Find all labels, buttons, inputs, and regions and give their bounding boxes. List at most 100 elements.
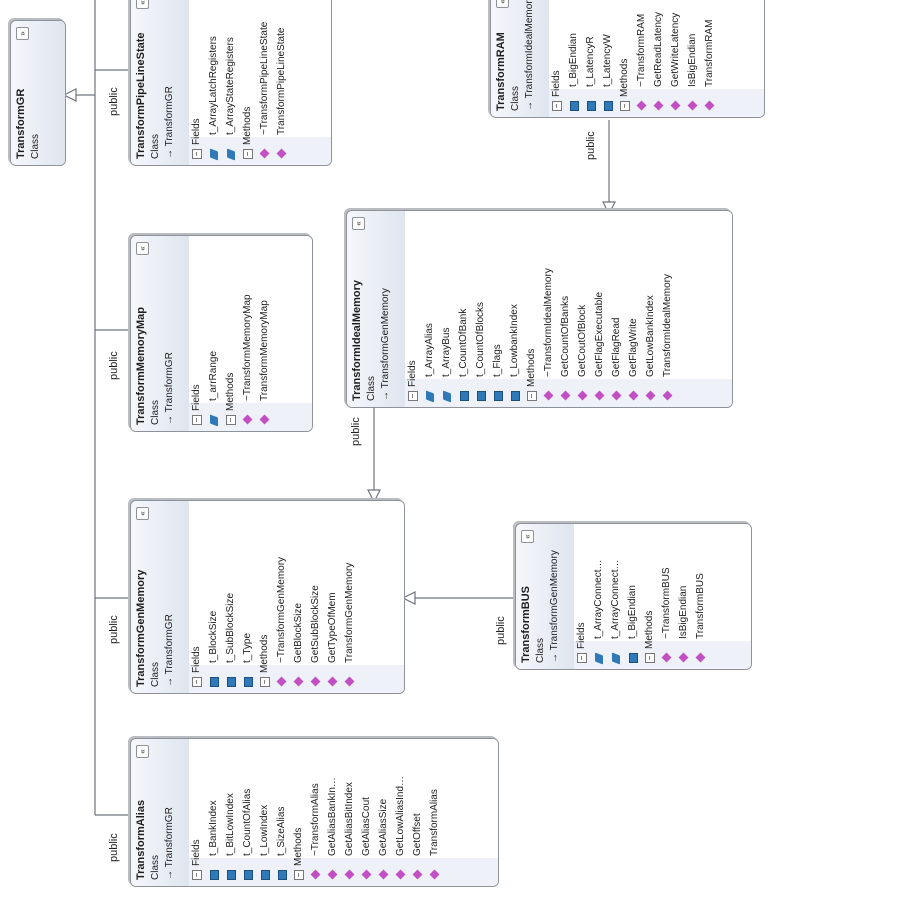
collapse-icon[interactable]: − [527,391,537,401]
method-item[interactable]: GetOffset [410,739,427,886]
collapse-toggle-icon[interactable]: « [136,242,149,255]
field-item[interactable]: t_CountOfAlias [240,739,257,886]
collapse-icon[interactable]: − [192,149,202,159]
method-item[interactable]: TransformPipeLineState [274,0,291,165]
method-item[interactable]: TransformGenMemory [342,501,359,693]
collapse-icon[interactable]: − [192,415,202,425]
method-item[interactable]: GetLowAliasInd… [393,739,410,886]
fields-section[interactable]: − Fields [189,739,206,886]
field-item[interactable]: t_LatencyW [600,0,617,117]
method-item[interactable]: GetAliasSize [376,739,393,886]
methods-section[interactable]: − Methods [642,524,659,669]
field-item[interactable]: t_LatencyR [583,0,600,117]
fields-section[interactable]: − Fields [574,524,591,669]
collapse-toggle-icon[interactable]: « [136,745,149,758]
methods-section[interactable]: − Methods [291,739,308,886]
method-item[interactable]: ~TransformPipeLineState [257,0,274,165]
class-box-transformbus[interactable]: TransformBUS Class → TransformGenMemory «− F… [515,523,752,670]
class-box-transformpipelinestate[interactable]: TransformPipeLineState Class → TransformGR… [130,0,332,166]
field-item[interactable]: t_SubBlockSize [223,501,240,693]
collapse-toggle-icon[interactable]: « [352,217,365,230]
field-item[interactable]: t_ArrayAlias [422,211,439,407]
collapse-icon[interactable]: − [408,391,418,401]
method-item[interactable]: GetSubBlockSize [308,501,325,693]
fields-section[interactable]: − Fields [189,501,206,693]
collapse-icon[interactable]: − [645,653,655,663]
field-item[interactable]: t_ArrayLatchRegisters [206,0,223,165]
methods-section[interactable]: − Methods [524,211,541,407]
field-item[interactable]: t_BlockSize [206,501,223,693]
collapse-icon[interactable]: − [260,677,270,687]
collapse-icon[interactable]: − [552,101,562,111]
collapse-toggle-icon[interactable]: « [136,507,149,520]
field-item[interactable]: t_BankIndex [206,739,223,886]
field-item[interactable]: t_ArrayStateRegisters [223,0,240,165]
method-item[interactable]: ~TransformRAM [634,0,651,117]
method-item[interactable]: GetReadLatency [651,0,668,117]
class-box-transformidealmemory[interactable]: TransformIdealMemory Class → TransformGenM… [346,210,733,408]
class-box-transformmemorymap[interactable]: TransformMemoryMap Class → TransformGR «− Fi… [130,235,313,432]
method-item[interactable]: ~TransformBUS [659,524,676,669]
method-item[interactable]: GetFlagExecutable [592,211,609,407]
class-box-transformgenmemory[interactable]: TransformGenMemory Class → TransformGR «− Fi… [130,500,405,694]
fields-section[interactable]: − Fields [189,0,206,165]
field-item[interactable]: t_CountOfBank [456,211,473,407]
method-item[interactable]: IsBigEndian [676,524,693,669]
collapse-toggle-icon[interactable]: « [136,0,149,9]
expand-toggle-icon[interactable]: » [16,27,29,40]
collapse-icon[interactable]: − [192,870,202,880]
method-item[interactable]: TransformRAM [702,0,719,117]
method-item[interactable]: GetFlagRead [609,211,626,407]
field-item[interactable]: t_SizeAlias [274,739,291,886]
method-item[interactable]: GetBlockSize [291,501,308,693]
field-item[interactable]: t_BigEndian [625,524,642,669]
method-item[interactable]: GetFlagWrite [626,211,643,407]
fields-section[interactable]: − Fields [405,211,422,407]
method-item[interactable]: GetAliasBankIn… [325,739,342,886]
field-item[interactable]: t_BigEndian [566,0,583,117]
collapse-icon[interactable]: − [620,101,630,111]
field-item[interactable]: t_ArrayConnect… [591,524,608,669]
method-item[interactable]: TransformMemoryMap [257,236,274,431]
collapse-icon[interactable]: − [577,653,587,663]
method-item[interactable]: GetLowBankIndex [643,211,660,407]
method-item[interactable]: IsBigEndian [685,0,702,117]
collapse-icon[interactable]: − [192,677,202,687]
method-item[interactable]: GetAliasBitIndex [342,739,359,886]
field-item[interactable]: t_LowIndex [257,739,274,886]
field-item[interactable]: t_arrRange [206,236,223,431]
method-item[interactable]: GetWriteLatency [668,0,685,117]
class-box-transformram[interactable]: TransformRAM Class → TransformIdealMemory «… [490,0,765,118]
collapse-icon[interactable]: − [243,149,253,159]
field-item[interactable]: t_LowbankIndex [507,211,524,407]
methods-section[interactable]: − Methods [223,236,240,431]
collapse-toggle-icon[interactable]: « [521,530,534,543]
field-item[interactable]: t_BitLowIndex [223,739,240,886]
methods-section[interactable]: − Methods [617,0,634,117]
method-item[interactable]: TransformAlias [427,739,444,886]
method-item[interactable]: ~TransformAlias [308,739,325,886]
fields-section[interactable]: − Fields [549,0,566,117]
field-item[interactable]: t_ArrayBus [439,211,456,407]
methods-section[interactable]: − Methods [240,0,257,165]
method-item[interactable]: ~TransformGenMemory [274,501,291,693]
method-item[interactable]: ~TransformMemoryMap [240,236,257,431]
collapse-toggle-icon[interactable]: « [496,0,509,8]
field-item[interactable]: t_Flags [490,211,507,407]
class-box-transformalias[interactable]: TransformAlias Class → TransformGR «− Fields… [130,738,499,887]
class-box-transformgr[interactable]: TransformGR Class » [10,20,66,166]
method-item[interactable]: GetAliasCout [359,739,376,886]
methods-section[interactable]: − Methods [257,501,274,693]
method-item[interactable]: ~TransformIdealMemory [541,211,558,407]
field-item[interactable]: t_ArrayConnect… [608,524,625,669]
method-item[interactable]: TransformBUS [693,524,710,669]
collapse-icon[interactable]: − [226,415,236,425]
method-item[interactable]: GetCountOfBanks [558,211,575,407]
field-item[interactable]: t_CountOfBlocks [473,211,490,407]
method-item[interactable]: GetTypeOfMem [325,501,342,693]
field-item[interactable]: t_Type [240,501,257,693]
method-item[interactable]: TransformIdealMemory [660,211,677,407]
method-item[interactable]: GetCoutOfBlock [575,211,592,407]
collapse-icon[interactable]: − [294,870,304,880]
fields-section[interactable]: − Fields [189,236,206,431]
